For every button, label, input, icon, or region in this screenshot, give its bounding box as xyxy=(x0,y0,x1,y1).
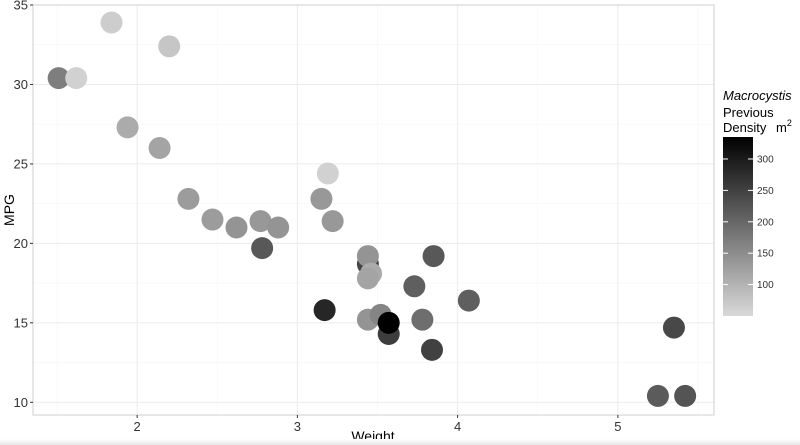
y-axis-title: MPG xyxy=(1,194,17,226)
data-point xyxy=(225,216,248,239)
data-point xyxy=(267,216,290,239)
legend-title-density: Density xyxy=(723,120,767,135)
legend-title-previous: Previous xyxy=(723,105,774,120)
data-point xyxy=(116,116,139,139)
data-point xyxy=(403,275,426,298)
data-point xyxy=(457,289,480,312)
x-tick-label: 4 xyxy=(454,419,461,434)
data-points xyxy=(47,11,697,407)
y-tick-label: 25 xyxy=(14,156,28,171)
data-point xyxy=(420,338,443,361)
x-axis: 2 3 4 5 xyxy=(134,415,621,434)
data-point xyxy=(158,35,181,58)
legend-tick-label: 300 xyxy=(757,154,774,165)
data-point xyxy=(313,299,336,322)
data-point xyxy=(47,67,70,90)
plot-background xyxy=(33,5,714,415)
data-point xyxy=(251,237,274,260)
y-tick-label: 35 xyxy=(14,0,28,13)
plot-border xyxy=(32,4,715,416)
data-point xyxy=(201,208,224,231)
data-point xyxy=(411,308,434,331)
y-tick-label: 15 xyxy=(14,315,28,330)
legend-colorbar xyxy=(723,137,753,316)
data-point xyxy=(177,187,200,210)
data-point xyxy=(646,384,669,407)
data-point xyxy=(321,210,344,233)
data-point xyxy=(148,137,171,160)
data-point xyxy=(316,162,339,185)
legend-title-species: Macrocystis xyxy=(723,88,792,103)
y-axis: 10 15 20 25 30 35 xyxy=(14,0,33,410)
data-point xyxy=(377,311,400,334)
window-bottom-edge xyxy=(0,439,800,445)
legend-tick-label: 250 xyxy=(757,186,774,197)
y-tick-label: 10 xyxy=(14,395,28,410)
data-point xyxy=(310,187,333,210)
y-tick-label: 20 xyxy=(14,236,28,251)
data-point xyxy=(674,384,697,407)
legend-tick-label: 100 xyxy=(757,280,774,291)
legend-tick-label: 150 xyxy=(757,249,774,260)
x-tick-label: 2 xyxy=(134,419,141,434)
data-point xyxy=(249,210,272,233)
legend-title-unit: m2 xyxy=(776,118,792,135)
legend-unit-base: m xyxy=(776,120,787,135)
x-tick-label: 3 xyxy=(294,419,301,434)
y-tick-label: 30 xyxy=(14,77,28,92)
data-point xyxy=(662,316,685,339)
legend: Macrocystis Previous Density m2 100 150 20… xyxy=(723,88,792,316)
data-point xyxy=(65,67,88,90)
grid-lines xyxy=(33,4,714,415)
legend-unit-superscript: 2 xyxy=(787,118,792,128)
data-point xyxy=(356,245,379,268)
legend-tick-label: 200 xyxy=(757,217,774,228)
data-point xyxy=(422,245,445,268)
data-point xyxy=(100,11,123,34)
legend-ticks: 100 150 200 250 300 xyxy=(723,154,774,291)
x-tick-label: 5 xyxy=(614,419,621,434)
data-point xyxy=(356,267,379,290)
